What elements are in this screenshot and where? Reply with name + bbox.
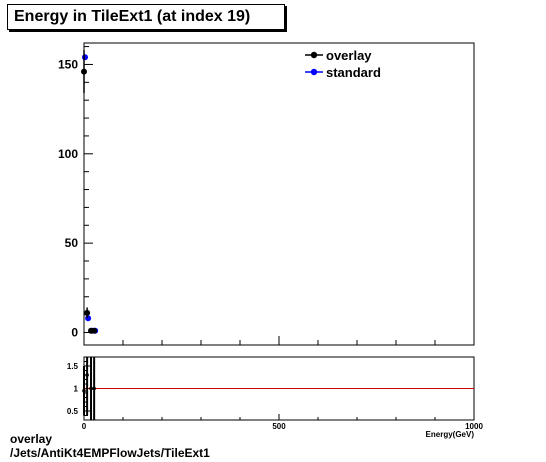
ratio-point [85, 373, 89, 377]
footer-label-overlay: overlay [10, 432, 53, 446]
ratio-point [82, 388, 86, 393]
y-axis-tick-label: 100 [58, 147, 78, 161]
legend-standard-label: standard [326, 65, 381, 80]
overlay-point [84, 309, 91, 316]
y-axis-tick-label: 0 [71, 325, 78, 339]
y-axis-tick-label: 50 [65, 236, 79, 250]
legend-standard-marker [310, 68, 318, 76]
x-axis-tick-label: 500 [272, 422, 286, 431]
standard-point [85, 315, 92, 322]
ratio-y-tick-label: 0.5 [67, 407, 79, 416]
x-axis-tick-label: 1000 [465, 422, 483, 431]
y-axis-tick-label: 150 [58, 57, 78, 71]
ratio-point [89, 386, 93, 391]
footer-label-path: /Jets/AntiKt4EMPFlowJets/TileExt1 [10, 446, 210, 460]
overlay-point [91, 327, 98, 334]
x-axis-tick-label: 0 [82, 422, 87, 431]
chart-title-box: Energy in TileExt1 (at index 19) [7, 4, 285, 30]
legend-overlay-label: overlay [326, 48, 372, 63]
overlay-point [81, 68, 87, 75]
ratio-y-tick-label: 1.5 [67, 362, 79, 371]
legend-overlay-marker [310, 51, 318, 59]
chart-title: Energy in TileExt1 (at index 19) [14, 8, 251, 25]
main-plot-frame [83, 42, 475, 346]
ratio-point [92, 386, 96, 391]
standard-point [82, 54, 88, 61]
x-axis-title: Energy(GeV) [426, 430, 475, 439]
ratio-y-tick-label: 1 [74, 385, 79, 394]
